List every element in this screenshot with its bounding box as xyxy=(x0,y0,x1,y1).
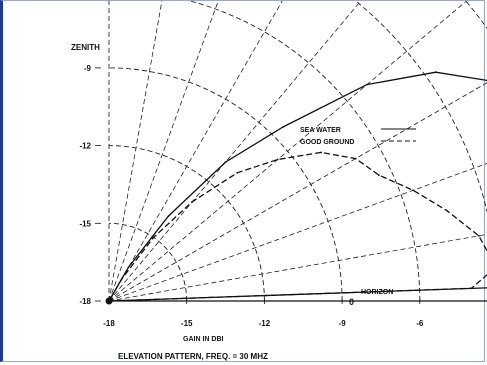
gain-tick-label: -18 xyxy=(103,319,115,328)
vertical-tick-label: -9 xyxy=(84,64,92,73)
series-good-ground-point xyxy=(152,236,155,239)
horizon-label: HORIZON xyxy=(361,289,393,296)
ylabel-zenith: ZENITH xyxy=(71,43,100,52)
series-sea-water xyxy=(108,71,487,302)
series-good-ground-point xyxy=(354,157,357,160)
axis-layer: -18-15-12-9-6-303699630-3-6-9-12-15-1860… xyxy=(79,1,487,328)
polar-grid xyxy=(108,1,487,302)
gain-ring xyxy=(109,1,487,301)
gain-ring xyxy=(108,222,188,302)
angle-spoke xyxy=(108,1,283,302)
angle-spoke xyxy=(108,1,163,302)
angle-spoke xyxy=(108,1,468,302)
horizon-angle-label: 0 xyxy=(349,297,354,307)
series-good-ground-point xyxy=(470,287,473,290)
angle-spoke xyxy=(108,233,487,302)
gain-tick-label: -6 xyxy=(416,319,424,328)
series-sea-water-point xyxy=(282,126,284,128)
series-good-ground-point xyxy=(320,151,323,154)
chart-title: ELEVATION PATTERN, FREQ. = 30 MHZ xyxy=(118,352,268,361)
vertical-tick-label: -18 xyxy=(79,297,91,306)
elevation-pattern-chart: -18-15-12-9-6-303699630-3-6-9-12-15-1860… xyxy=(71,1,487,361)
gain-tick-label: -15 xyxy=(181,319,193,328)
series-sea-water-point xyxy=(434,71,437,74)
series-good-ground-point xyxy=(191,200,194,203)
series-good-ground-point xyxy=(236,171,239,174)
angle-spoke xyxy=(108,1,362,302)
vertical-tick-label: -15 xyxy=(79,219,91,228)
vertical-tick-label: -12 xyxy=(79,142,91,151)
series-sea-water-point xyxy=(127,266,130,269)
gain-ring xyxy=(355,1,487,214)
gain-ring xyxy=(188,1,421,302)
series-good-ground-point xyxy=(276,158,279,161)
series-sea-water-point xyxy=(167,215,170,218)
series-good-ground xyxy=(108,151,487,302)
legend-entry-good-ground: GOOD GROUND xyxy=(300,139,354,146)
xlabel-gain: GAIN IN DBI xyxy=(183,336,224,343)
series-sea-water-point xyxy=(224,161,227,164)
origin-marker xyxy=(105,297,113,305)
series-good-ground-point xyxy=(477,234,480,237)
series-good-ground-point xyxy=(412,189,415,192)
gain-tick-label: -12 xyxy=(259,319,271,328)
series-good-ground-point xyxy=(121,277,123,280)
gain-ring xyxy=(109,1,487,301)
label-layer: ZENITH SEA WATER GOOD GROUND HORIZON 0 G… xyxy=(71,43,393,361)
angle-spoke xyxy=(108,162,487,302)
gain-tick-label: -9 xyxy=(339,319,347,328)
gain-ring xyxy=(108,145,265,302)
series-good-ground-point xyxy=(445,209,448,212)
angle-spoke xyxy=(108,1,219,302)
angle-spoke xyxy=(108,82,487,302)
gain-ring xyxy=(108,67,343,302)
series-sea-water-point xyxy=(366,83,368,86)
legend-entry-sea-water: SEA WATER xyxy=(300,127,341,134)
gain-ring xyxy=(465,1,487,30)
series-layer xyxy=(108,71,487,302)
series-good-ground-point xyxy=(378,174,380,177)
gain-ring xyxy=(109,1,487,301)
